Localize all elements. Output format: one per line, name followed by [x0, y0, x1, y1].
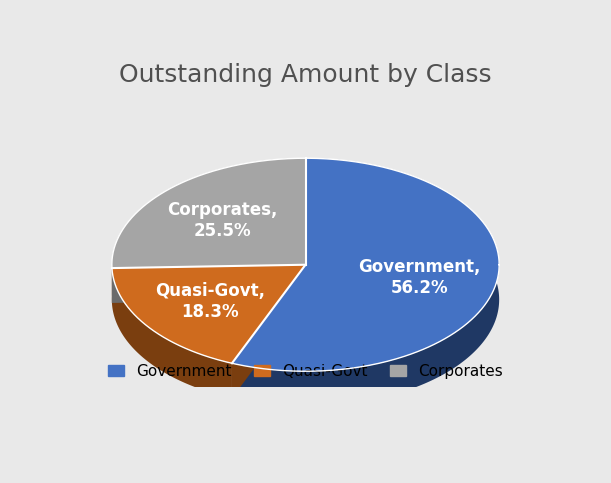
Polygon shape	[232, 158, 499, 406]
Polygon shape	[232, 158, 499, 371]
Polygon shape	[232, 265, 306, 398]
Polygon shape	[112, 268, 232, 398]
Polygon shape	[112, 265, 306, 303]
Text: Quasi-Govt,
18.3%: Quasi-Govt, 18.3%	[155, 282, 265, 321]
Polygon shape	[112, 265, 306, 303]
Polygon shape	[112, 158, 306, 268]
Text: Government,
56.2%: Government, 56.2%	[358, 258, 481, 297]
Text: Corporates,
25.5%: Corporates, 25.5%	[167, 201, 277, 240]
Polygon shape	[232, 265, 306, 398]
Title: Outstanding Amount by Class: Outstanding Amount by Class	[119, 63, 492, 87]
Polygon shape	[112, 265, 306, 363]
Polygon shape	[112, 158, 306, 303]
Legend: Government, Quasi-Govt, Corporates: Government, Quasi-Govt, Corporates	[103, 358, 508, 385]
